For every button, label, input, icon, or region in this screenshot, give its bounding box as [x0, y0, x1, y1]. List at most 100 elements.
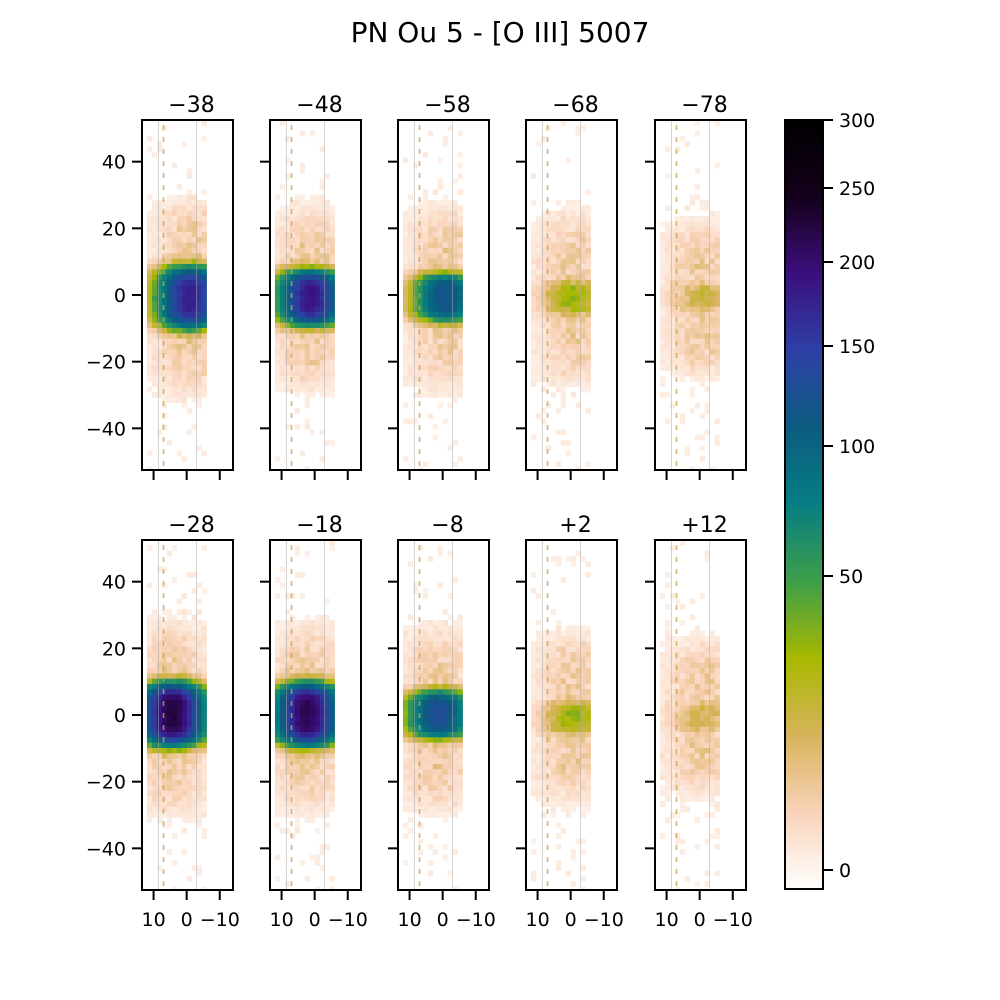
- pixel: [146, 620, 153, 626]
- pixel: [191, 812, 197, 818]
- pixel: [659, 354, 666, 361]
- pixel: [694, 694, 701, 701]
- pixel: [689, 360, 696, 366]
- pixel: [432, 721, 439, 728]
- pixel: [427, 232, 434, 238]
- pixel: [674, 678, 681, 685]
- pixel: [146, 582, 153, 589]
- pixel: [156, 726, 163, 733]
- pixel: [156, 737, 163, 744]
- pixel: [407, 668, 414, 674]
- pixel: [171, 370, 178, 377]
- pixel: [659, 593, 666, 600]
- pixel: [565, 758, 572, 765]
- panel-image: [530, 120, 591, 470]
- panel-title: −58: [424, 93, 470, 118]
- pixel: [545, 317, 552, 324]
- pixel: [565, 806, 572, 813]
- panel-title: −68: [552, 93, 598, 118]
- pixel: [309, 130, 316, 137]
- x-tick-label: 10: [654, 909, 678, 931]
- pixel: [427, 306, 434, 313]
- pixel: [186, 769, 193, 776]
- pixel: [565, 322, 572, 329]
- pixel: [535, 274, 542, 281]
- pixel: [274, 280, 281, 286]
- pixel: [442, 274, 449, 281]
- pixel: [191, 721, 197, 728]
- pixel: [181, 312, 188, 318]
- pixel: [679, 849, 686, 856]
- pixel: [427, 785, 434, 792]
- pixel: [560, 630, 567, 637]
- pixel: [176, 322, 183, 329]
- pixel: [664, 365, 671, 372]
- pixel: [407, 753, 414, 760]
- pixel: [314, 705, 321, 712]
- pixel: [580, 306, 586, 313]
- pixel: [201, 678, 207, 685]
- pixel: [714, 296, 720, 302]
- pixel: [319, 210, 325, 217]
- pixel: [324, 344, 330, 350]
- pixel: [329, 748, 335, 754]
- pixel: [284, 221, 291, 228]
- pixel: [284, 758, 291, 765]
- pixel: [156, 216, 163, 222]
- pixel: [181, 614, 188, 621]
- pixel: [437, 306, 444, 313]
- pixel: [294, 194, 301, 201]
- pixel: [279, 790, 286, 797]
- pixel: [570, 641, 577, 648]
- pixel: [664, 636, 671, 642]
- pixel: [181, 780, 188, 786]
- pixel: [417, 764, 424, 770]
- pixel: [151, 705, 158, 712]
- pixel: [146, 338, 153, 345]
- pixel: [422, 620, 429, 626]
- pixel: [714, 844, 720, 850]
- pixel: [274, 269, 281, 276]
- pixel: [407, 280, 414, 286]
- pixel: [304, 550, 311, 557]
- pixel: [329, 780, 335, 786]
- pixel: [329, 678, 335, 685]
- pixel: [555, 242, 562, 249]
- pixel: [289, 317, 296, 324]
- pixel: [289, 290, 296, 297]
- pixel: [166, 381, 173, 388]
- pixel: [694, 306, 701, 313]
- pixel: [289, 753, 296, 760]
- pixel: [709, 280, 715, 286]
- pixel: [284, 620, 291, 626]
- pixel: [294, 636, 301, 642]
- pixel: [585, 365, 591, 372]
- pixel: [274, 221, 281, 228]
- pixel: [196, 360, 202, 366]
- pixel: [274, 652, 281, 658]
- pixel: [432, 253, 439, 260]
- pixel: [664, 322, 671, 329]
- pixel: [274, 876, 281, 882]
- pixel: [694, 349, 701, 356]
- pixel: [166, 237, 173, 244]
- pixel: [699, 269, 706, 276]
- pixel: [437, 764, 444, 770]
- pixel: [191, 614, 197, 621]
- pixel: [181, 806, 188, 813]
- pixel: [146, 344, 153, 350]
- pixel: [709, 349, 715, 356]
- pixel: [201, 360, 207, 366]
- pixel: [442, 392, 449, 398]
- pixel: [176, 790, 183, 797]
- pixel: [289, 764, 296, 770]
- pixel: [319, 280, 325, 286]
- pixel: [565, 312, 572, 318]
- pixel: [709, 721, 715, 728]
- pixel: [422, 370, 429, 377]
- pixel: [535, 732, 542, 738]
- pixel: [196, 598, 202, 605]
- pixel: [284, 753, 291, 760]
- pixel: [309, 721, 316, 728]
- pixel: [432, 322, 439, 329]
